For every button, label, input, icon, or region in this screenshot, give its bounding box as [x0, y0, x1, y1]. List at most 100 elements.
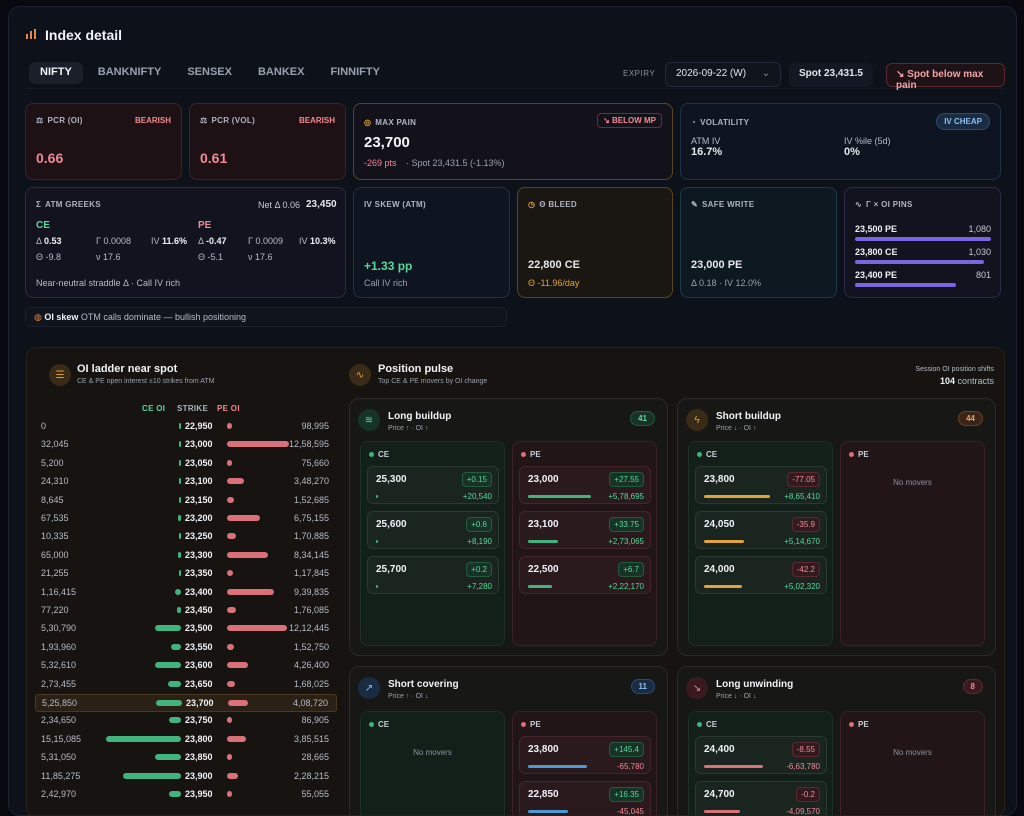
- ce-oi-bar: [167, 680, 181, 687]
- pe-label: PE: [198, 220, 212, 231]
- spot-price: Spot 23,431.5: [789, 63, 873, 87]
- flame-icon: ◍: [34, 312, 42, 322]
- pe-header: PE: [521, 450, 541, 459]
- ladder-row: 8,645 23,150 1,52,685: [35, 492, 337, 510]
- ladder-row: 5,200 23,050 75,660: [35, 455, 337, 473]
- pe-column: PE 23,000 +27.55 +5,78,695 23,100 +33.75 +2,7…: [512, 441, 657, 646]
- iv-skew-label: IV SKEW (ATM): [364, 200, 426, 209]
- strike-value: 23,850: [185, 752, 213, 763]
- ladder-row: 5,25,850 23,700 4,08,720: [35, 694, 337, 712]
- long-buildup-title: Long buildup: [388, 411, 452, 422]
- index-detail-window: Index detail NIFTY BANKNIFTY SENSEX BANK…: [8, 6, 1017, 816]
- ce-theta: Θ -9.8: [36, 252, 62, 262]
- mover-card[interactable]: 22,500 +6.7 +2,22,170: [519, 556, 651, 594]
- net-delta: Net Δ 0.06: [258, 200, 301, 210]
- mover-oi-change: +8,190: [467, 537, 492, 546]
- strike-value: 23,550: [185, 641, 213, 652]
- pe-oi-value: 12,12,445: [288, 623, 329, 634]
- mover-oi-change: +5,78,695: [608, 492, 644, 501]
- pcr-oi-tag: BEARISH: [134, 116, 171, 125]
- pe-oi-value: 1,68,025: [293, 678, 329, 689]
- tab-sensex[interactable]: SENSEX: [187, 66, 232, 78]
- oi-pins-label: Γ × OI PINS: [866, 200, 913, 209]
- pe-oi-bar: [227, 680, 236, 687]
- mover-oi-bar: [528, 540, 558, 543]
- pe-oi-value: 12,58,595: [288, 439, 329, 450]
- mover-card[interactable]: 22,850 +16.35 -45,045: [519, 781, 651, 815]
- strike-value: 23,400: [185, 586, 213, 597]
- tab-finnifty[interactable]: FINNIFTY: [330, 66, 380, 78]
- strike-value: 23,050: [185, 457, 213, 468]
- no-movers: No movers: [413, 748, 452, 757]
- theta-bleed-card: ◷ Θ BLEED 22,800 CE Θ -11.96/day: [517, 187, 673, 298]
- mover-card[interactable]: 25,300 +0.15 +20,540: [367, 466, 499, 504]
- volatility-card: ◔ VOLATILITY IV CHEAP ATM IV 16.7% IV %il…: [680, 103, 1001, 180]
- ladder-row: 24,310 23,100 3,48,270: [35, 473, 337, 491]
- pulse-sub: Top CE & PE movers by OI change: [378, 378, 488, 385]
- strike-value: 23,500: [185, 623, 213, 634]
- ce-oi-bar: [179, 533, 181, 540]
- greeks-footer: Near-neutral straddle Δ · Call IV rich: [36, 278, 181, 288]
- mover-oi-bar: [704, 765, 764, 768]
- tab-banknifty[interactable]: BANKNIFTY: [97, 66, 162, 78]
- ce-oi-bar: [171, 643, 181, 650]
- mover-card[interactable]: 24,000 -42.2 +5,02,320: [695, 556, 827, 594]
- ce-oi-value: 1,93,960: [41, 641, 77, 652]
- trend-down-icon: ↘: [603, 116, 610, 125]
- mover-card[interactable]: 25,600 +0.6 +8,190: [367, 511, 499, 549]
- strike-header: STRIKE: [177, 404, 209, 413]
- pe-oi-bar: [227, 459, 232, 466]
- mover-oi-bar: [704, 585, 743, 588]
- ladder-row: 5,31,050 23,850 28,665: [35, 749, 337, 767]
- mover-card[interactable]: 23,800 +145.4 -65,780: [519, 736, 651, 774]
- pulse-title: Position pulse: [378, 363, 454, 375]
- ce-oi-bar: [179, 570, 181, 577]
- mover-card[interactable]: 24,700 -0.2 -4,09,570: [695, 781, 827, 815]
- ce-label: CE: [36, 220, 50, 231]
- strike-value: 23,700: [186, 698, 214, 708]
- pe-header: PE: [849, 720, 869, 729]
- mover-strike: 24,400: [704, 744, 735, 755]
- mover-strike: 24,050: [704, 519, 735, 530]
- ladder-row: 15,15,085 23,800 3,85,515: [35, 731, 337, 749]
- mover-strike: 23,800: [704, 474, 735, 485]
- strike-value: 23,150: [185, 494, 213, 505]
- ladder-row: 10,335 23,250 1,70,885: [35, 528, 337, 546]
- scale-icon: ⚖: [200, 116, 208, 125]
- pin-name: 23,400 PE: [855, 270, 898, 280]
- dot-icon: [369, 452, 374, 457]
- expiry-select[interactable]: 2026-09-22 (W) ⌄: [665, 62, 781, 87]
- mover-strike: 24,700: [704, 789, 735, 800]
- pe-oi-bar: [227, 533, 236, 540]
- ce-oi-value: 1,16,415: [41, 586, 77, 597]
- mover-card[interactable]: 23,000 +27.55 +5,78,695: [519, 466, 651, 504]
- spot-alert-button[interactable]: ↘ Spot below max pain: [886, 63, 1005, 91]
- max-pain-label: MAX PAIN: [375, 118, 417, 127]
- safe-write-sub: Δ 0.18 · IV 12.0%: [691, 278, 762, 288]
- tab-bankex[interactable]: BANKEX: [257, 66, 305, 78]
- long-unwinding-count: 8: [962, 679, 983, 694]
- iv-skew-card: IV SKEW (ATM) +1.33 pp Call IV rich: [353, 187, 510, 298]
- no-movers: No movers: [893, 748, 932, 757]
- header: Index detail: [25, 27, 122, 43]
- strike-value: 22,950: [185, 421, 213, 431]
- mover-card[interactable]: 24,050 -35.9 +5,14,670: [695, 511, 827, 549]
- mover-card[interactable]: 25,700 +0.2 +7,280: [367, 556, 499, 594]
- mover-card[interactable]: 23,800 -77.05 +8,65,410: [695, 466, 827, 504]
- safe-write-label: SAFE WRITE: [702, 200, 755, 209]
- pe-oi-bar: [227, 588, 274, 595]
- tab-nifty[interactable]: NIFTY: [29, 62, 83, 84]
- mover-card[interactable]: 23,100 +33.75 +2,73,065: [519, 511, 651, 549]
- mover-card[interactable]: 24,400 -8.55 -6,63,780: [695, 736, 827, 774]
- strike-value: 23,300: [185, 549, 213, 560]
- ce-oi-value: 24,310: [41, 476, 69, 487]
- ce-oi-bar: [179, 441, 181, 448]
- ce-oi-value: 67,535: [41, 513, 69, 523]
- mover-price-change: -42.2: [791, 562, 820, 577]
- ce-header: CE: [697, 450, 717, 459]
- mover-oi-change: +2,22,170: [608, 582, 644, 591]
- theta-bleed-sub: Θ -11.96/day: [528, 278, 580, 288]
- ce-header: CE: [697, 720, 717, 729]
- clock-icon: ◷: [528, 200, 536, 209]
- pe-oi-value: 1,17,845: [293, 568, 329, 579]
